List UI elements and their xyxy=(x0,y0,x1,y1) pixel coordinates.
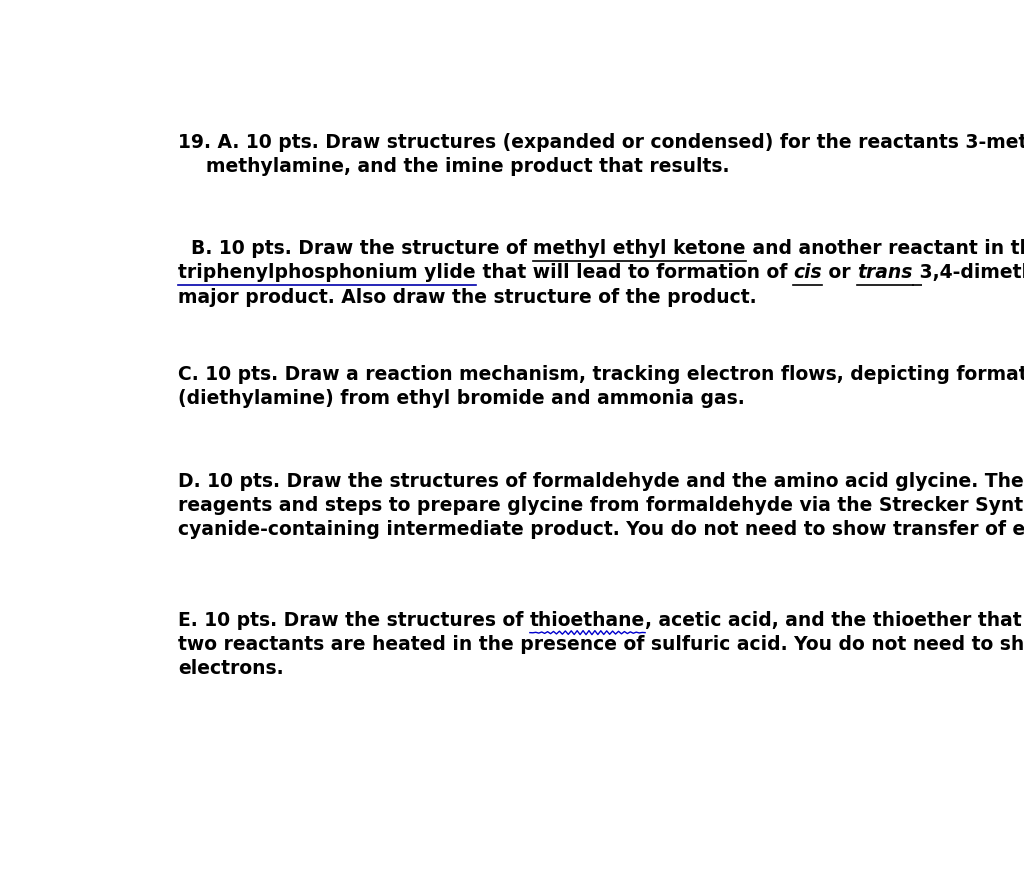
Text: or: or xyxy=(822,264,857,282)
Text: B. 10 pts. Draw the structure of: B. 10 pts. Draw the structure of xyxy=(178,239,534,258)
Text: 3,4-dimethyl-3-hexene: 3,4-dimethyl-3-hexene xyxy=(912,264,1024,282)
Text: methyl ethyl ketone: methyl ethyl ketone xyxy=(534,239,745,258)
Text: two reactants are heated in the presence of sulfuric acid. You do not need to sh: two reactants are heated in the presence… xyxy=(178,636,1024,654)
Text: 19. A. 10 pts. Draw structures (expanded or condensed) for the reactants 3-methy: 19. A. 10 pts. Draw structures (expanded… xyxy=(178,133,1024,152)
Text: C. 10 pts. Draw a reaction mechanism, tracking electron flows, depicting formati: C. 10 pts. Draw a reaction mechanism, tr… xyxy=(178,365,1024,384)
Text: (diethylamine) from ethyl bromide and ammonia gas.: (diethylamine) from ethyl bromide and am… xyxy=(178,389,744,408)
Text: major product. Also draw the structure of the product.: major product. Also draw the structure o… xyxy=(178,287,757,306)
Text: methylamine, and the imine product that results.: methylamine, and the imine product that … xyxy=(206,157,729,176)
Text: that will lead to formation of: that will lead to formation of xyxy=(475,264,794,282)
Text: cis: cis xyxy=(794,264,822,282)
Text: thioethane: thioethane xyxy=(529,611,645,630)
Text: triphenylphosphonium ylide: triphenylphosphonium ylide xyxy=(178,264,475,282)
Text: , acetic acid, and the thioether that results when these: , acetic acid, and the thioether that re… xyxy=(645,611,1024,630)
Text: and another reactant in the form of a: and another reactant in the form of a xyxy=(745,239,1024,258)
Text: reagents and steps to prepare glycine from formaldehyde via the Strecker Synthes: reagents and steps to prepare glycine fr… xyxy=(178,496,1024,515)
Text: cyanide-containing intermediate product. You do not need to show transfer of ele: cyanide-containing intermediate product.… xyxy=(178,520,1024,540)
Text: electrons.: electrons. xyxy=(178,659,284,678)
Text: D. 10 pts. Draw the structures of formaldehyde and the amino acid glycine. Then,: D. 10 pts. Draw the structures of formal… xyxy=(178,471,1024,491)
Text: trans: trans xyxy=(857,264,912,282)
Text: E. 10 pts. Draw the structures of: E. 10 pts. Draw the structures of xyxy=(178,611,529,630)
